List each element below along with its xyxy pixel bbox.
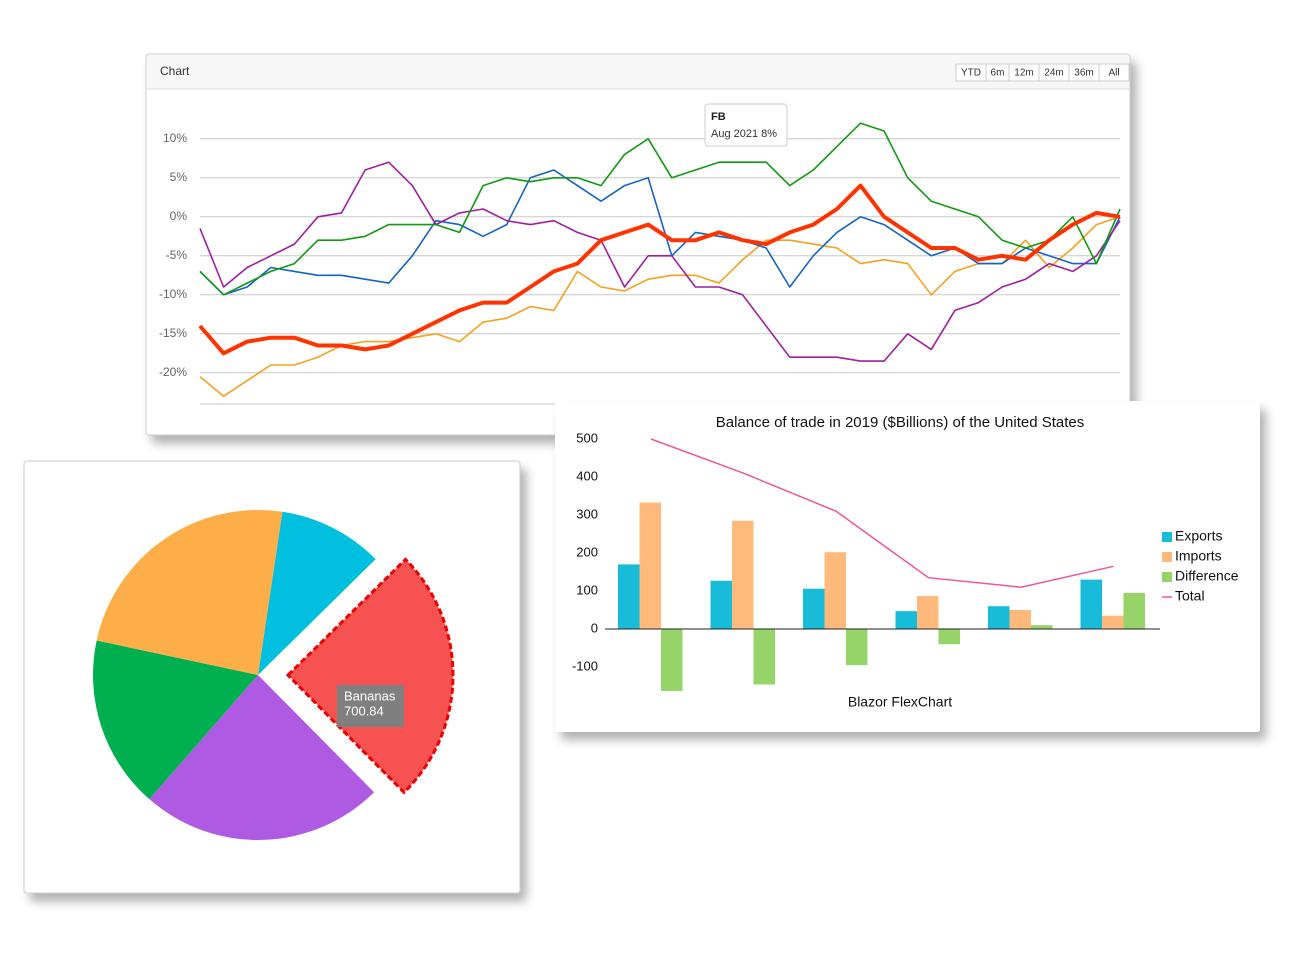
bar [1031, 625, 1053, 629]
y-tick-label: -10% [159, 287, 187, 301]
bar [988, 606, 1010, 629]
range-button-label[interactable]: 24m [1044, 68, 1063, 79]
bar [732, 520, 754, 629]
y-tick-label: 100 [576, 582, 598, 597]
tooltip-label: Bananas [344, 688, 396, 703]
range-button-label[interactable]: All [1108, 68, 1119, 79]
legend-label: Imports [1175, 548, 1222, 564]
range-button[interactable] [1098, 63, 1130, 82]
series-line [198, 183, 1121, 356]
tooltip-title: FB [711, 111, 726, 123]
legend-swatch [1162, 532, 1172, 542]
pie-slice[interactable] [149, 675, 375, 841]
series-line [199, 161, 1121, 362]
legend-label: Difference [1175, 568, 1239, 584]
range-button-label[interactable]: 6m [991, 68, 1005, 79]
tooltip-text: Aug 2021 8% [711, 128, 777, 140]
tooltip [704, 103, 788, 147]
bar [1102, 615, 1124, 629]
y-tick-label: 300 [576, 506, 598, 521]
tooltip [337, 685, 404, 727]
y-tick-label: -20% [159, 365, 187, 379]
pie-slice[interactable] [96, 510, 283, 675]
y-tick-label: 200 [576, 544, 598, 559]
y-tick-label: -100 [572, 658, 598, 673]
y-tick-label: 5% [170, 170, 188, 184]
y-tick-label: -15% [159, 326, 187, 340]
bar [710, 580, 732, 629]
x-axis-title: Blazor FlexChart [848, 694, 952, 710]
y-tick-label: 500 [576, 430, 598, 445]
legend-swatch [1162, 552, 1172, 562]
y-tick-label: 0% [170, 209, 188, 223]
bar [846, 629, 868, 666]
pie-slice[interactable] [93, 640, 259, 800]
chart-title: Balance of trade in 2019 ($Billions) of … [716, 414, 1085, 431]
bar-chart: Balance of trade in 2019 ($Billions) of … [572, 414, 1239, 710]
bar [824, 552, 846, 629]
range-button-label[interactable]: YTD [961, 68, 981, 79]
y-tick-label: 400 [576, 468, 598, 483]
bar [895, 611, 917, 629]
pie-slice[interactable] [258, 511, 376, 675]
panel-title: Chart [160, 64, 190, 78]
legend-swatch [1162, 572, 1172, 582]
bar-panel [555, 401, 1260, 732]
range-button-label[interactable]: 12m [1014, 68, 1033, 79]
bar [938, 629, 960, 645]
bar [803, 588, 825, 629]
bar [917, 595, 939, 629]
bar [618, 564, 640, 629]
series-line [199, 216, 1121, 397]
series-line [199, 122, 1121, 296]
line-chart: YTD 6m 12m 24m 36m All 10% 5% 0% -5% -10% -15% -20% F… [159, 63, 1130, 405]
bar [1123, 592, 1145, 629]
legend-label: Exports [1175, 528, 1222, 544]
bar [1080, 579, 1102, 629]
legend-label: Total [1175, 588, 1205, 604]
bar [661, 629, 683, 691]
bar [1009, 610, 1031, 629]
series-line [650, 438, 1114, 588]
bar [639, 502, 661, 629]
y-tick-label: -5% [166, 248, 188, 262]
tooltip-value: 700.84 [344, 703, 384, 718]
y-tick-label: 0 [591, 620, 598, 635]
bar [753, 629, 775, 685]
range-button-label[interactable]: 36m [1074, 68, 1093, 79]
y-tick-label: 10% [163, 131, 187, 145]
pie-slice[interactable] [285, 557, 455, 795]
